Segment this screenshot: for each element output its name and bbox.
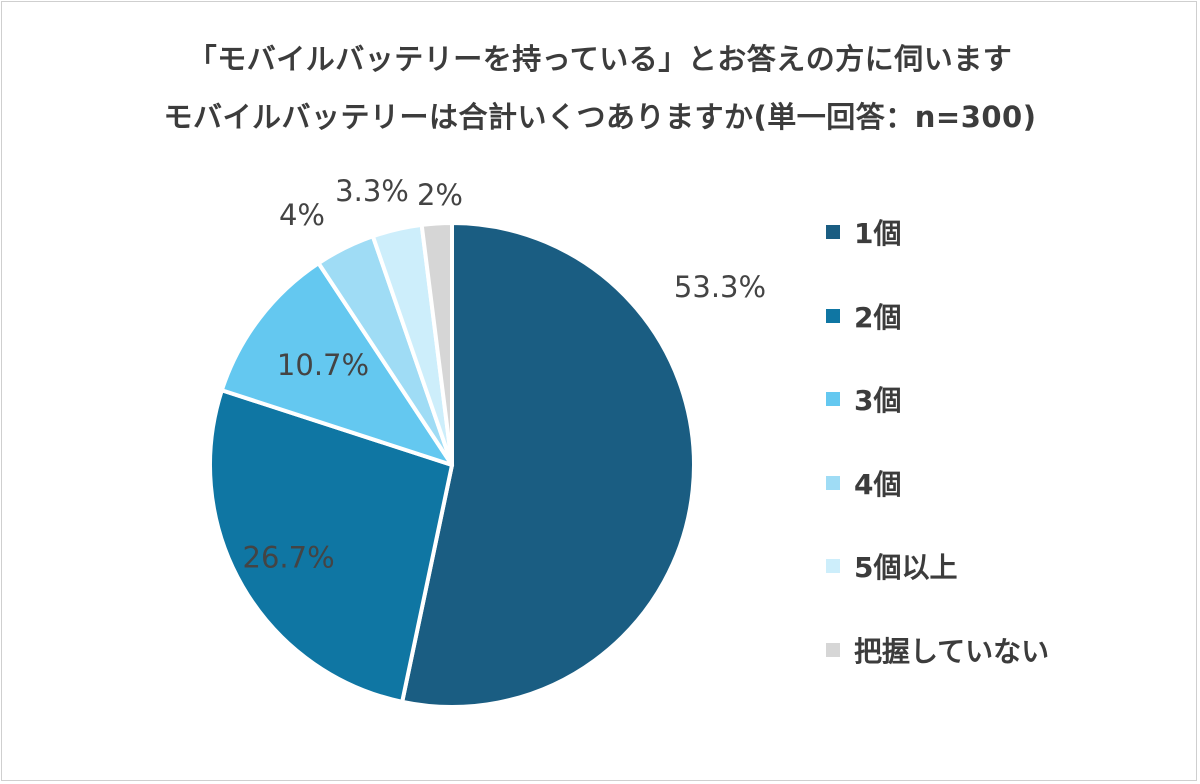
legend-item: 把握していない xyxy=(826,630,1049,670)
legend-label: 4個 xyxy=(854,467,902,501)
legend-label: 1個 xyxy=(854,217,902,250)
legend-swatch xyxy=(826,308,840,323)
legend-swatch xyxy=(826,642,840,657)
pie-slice-1 xyxy=(400,221,696,709)
legend-item: 3個 xyxy=(826,379,901,419)
legend-swatch xyxy=(826,225,840,239)
pie-slice-3 xyxy=(219,261,454,467)
pie-slice-6 xyxy=(419,221,454,467)
legend-label: 3個 xyxy=(854,384,902,417)
legend-item: 5個以上 xyxy=(826,546,957,586)
legend-item: 2個 xyxy=(826,296,901,336)
chart-title-line2: モバイルバッテリーは合計いくつありますか(単一回答：n=300) xyxy=(163,100,1037,134)
legend-label: 2個 xyxy=(854,300,902,334)
legend-item: 1個 xyxy=(826,212,901,252)
slice-data-label-5: 3.3% xyxy=(335,174,409,208)
pie-slice-2 xyxy=(207,388,454,704)
slice-data-label-2: 26.7% xyxy=(243,541,335,575)
legend-label: 5個以上 xyxy=(854,551,958,584)
slice-data-label-1: 53.3% xyxy=(674,270,766,304)
legend-label: 把握していない xyxy=(854,634,1050,668)
legend-swatch xyxy=(826,559,840,573)
chart-title-line1: 「モバイルバッテリーを持っている」とお答えの方に伺います xyxy=(187,42,1013,76)
legend-item: 4個 xyxy=(826,463,901,503)
slice-data-label-6: 2% xyxy=(417,178,463,212)
slice-data-label-4: 4% xyxy=(279,198,325,232)
legend-swatch xyxy=(826,475,840,490)
legend-swatch xyxy=(826,392,840,406)
slice-data-label-3: 10.7% xyxy=(277,348,369,382)
